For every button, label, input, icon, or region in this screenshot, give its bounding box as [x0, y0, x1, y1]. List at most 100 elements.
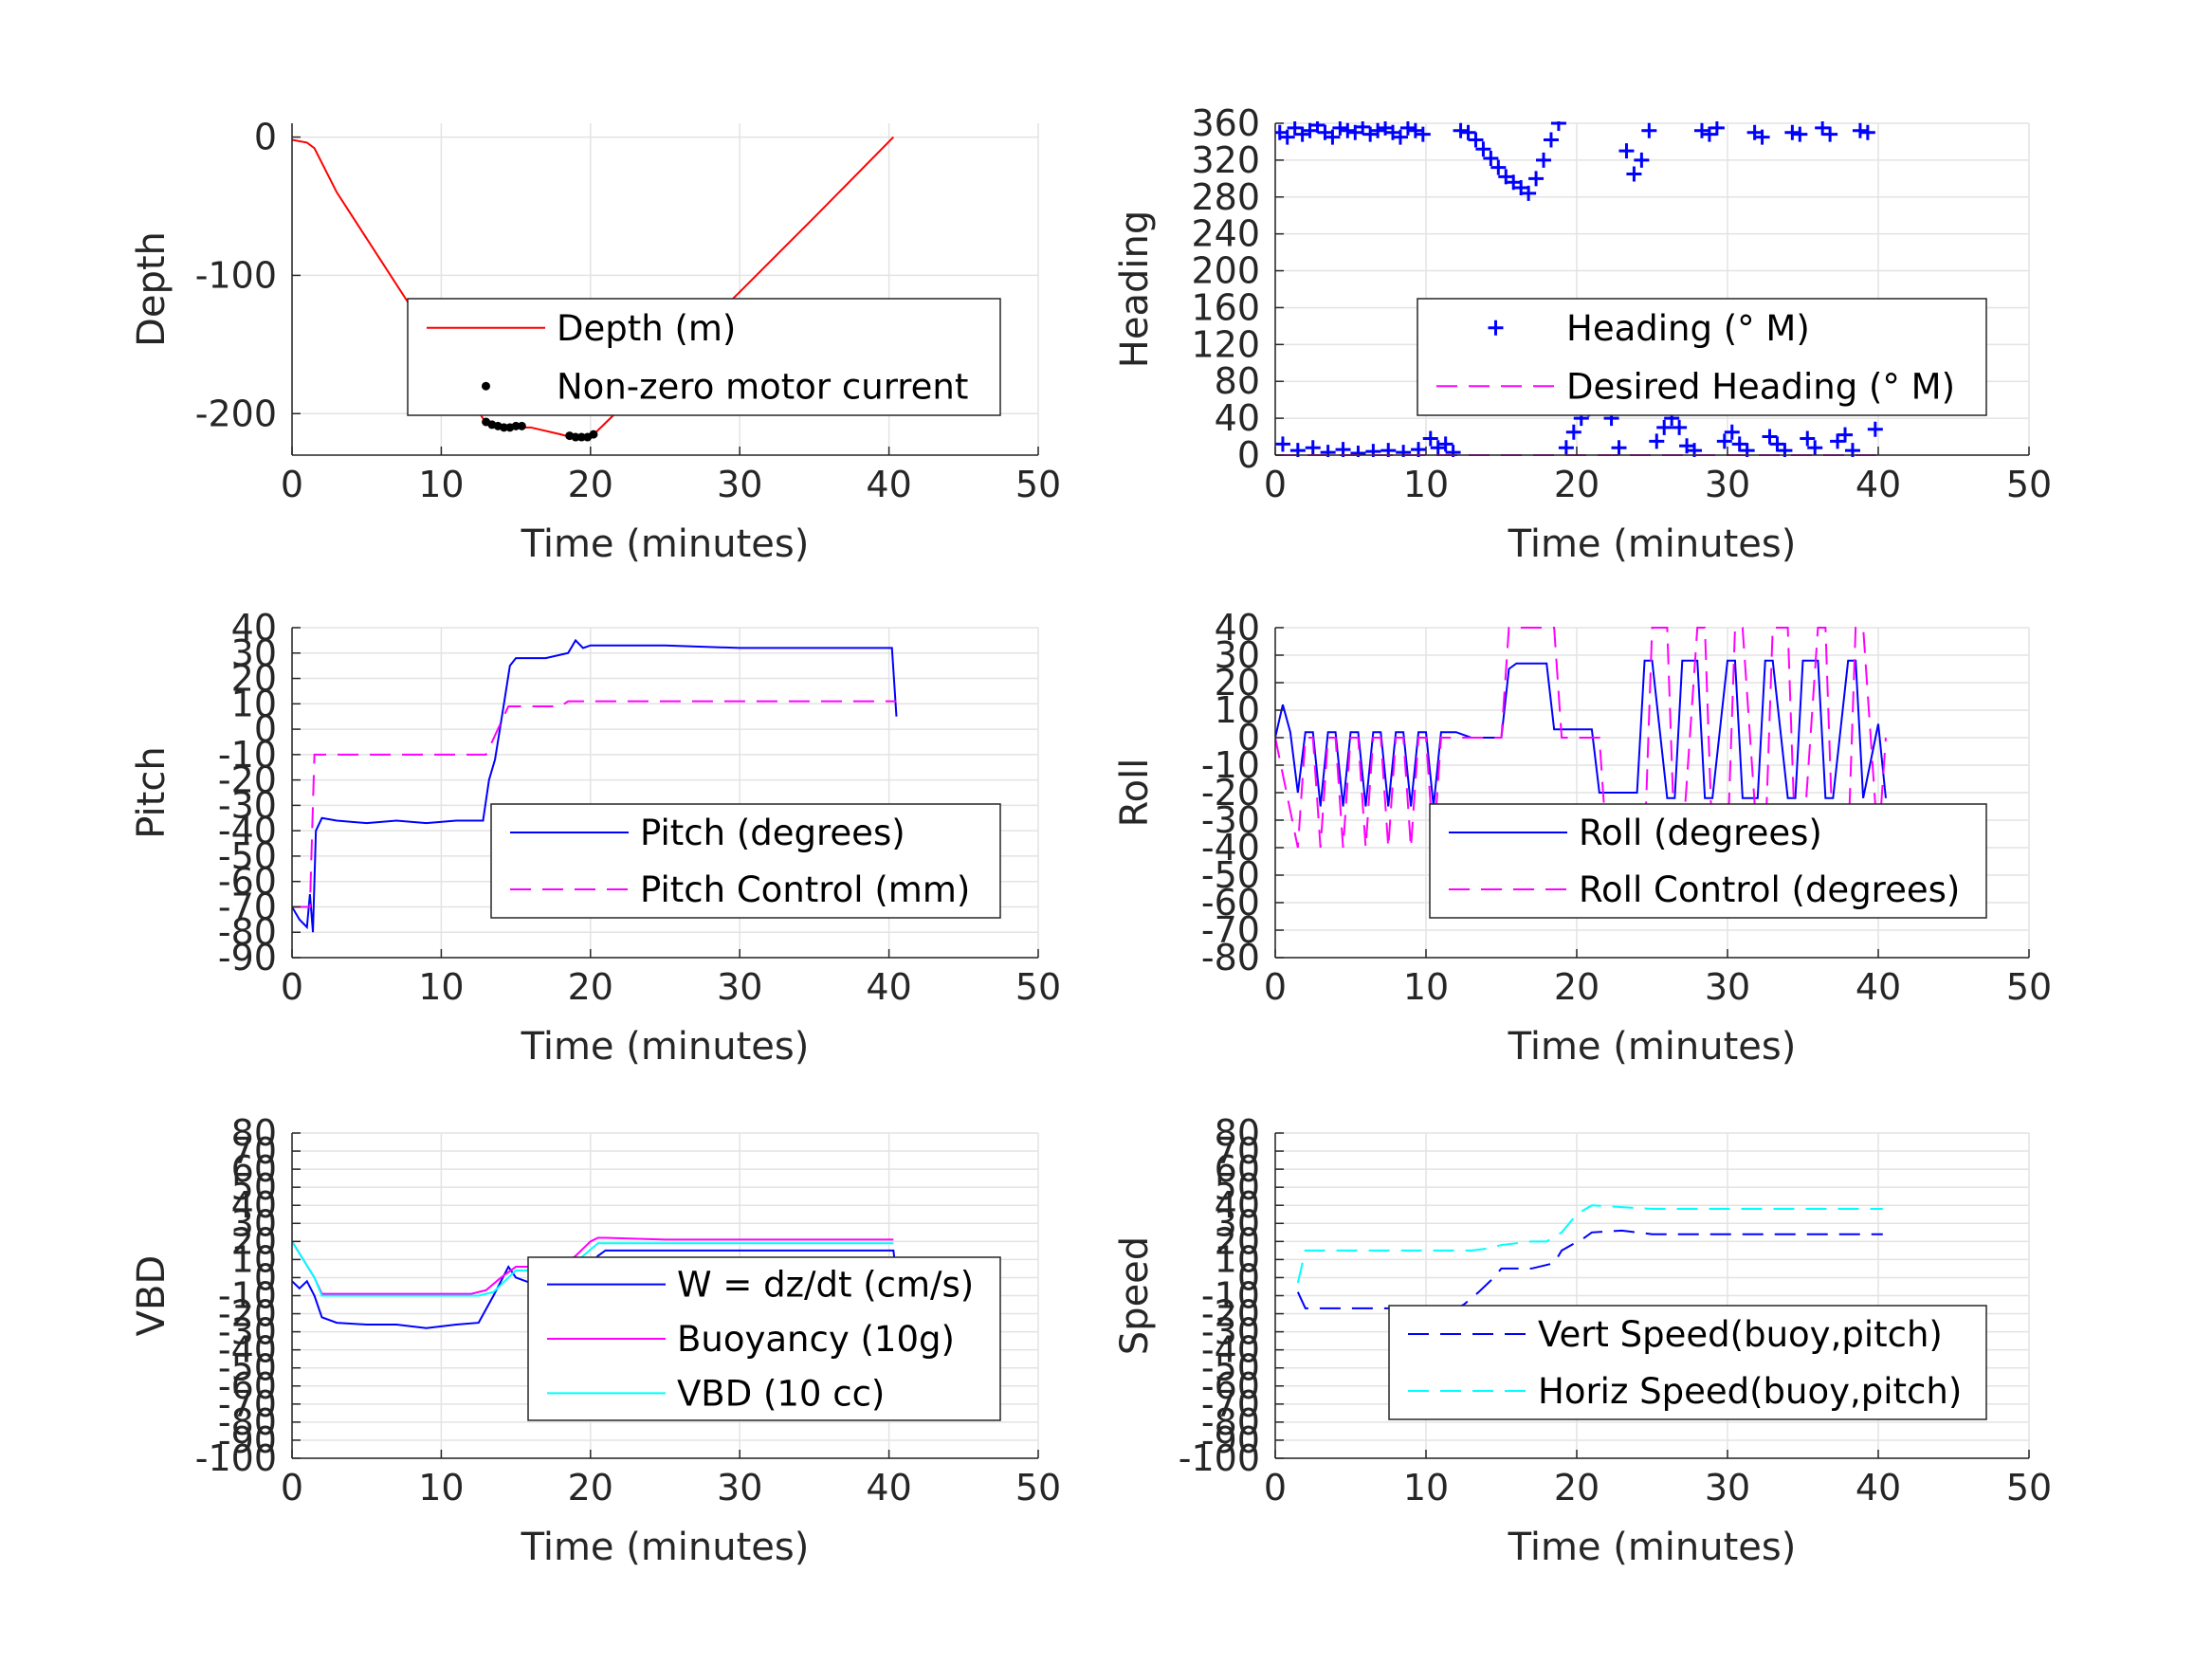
series-1-point [1320, 445, 1336, 457]
x-tick-label: 40 [866, 464, 911, 505]
series-1-point [1309, 121, 1325, 133]
x-tick-label: 20 [568, 966, 613, 1008]
y-tick-label: -50 [1201, 1347, 1260, 1389]
chart-panel-5: 0 10 20 30 40 50-100-90-80-70-60-50-40-30-20-… [130, 1112, 1061, 1569]
series-1-point [1340, 122, 1356, 138]
y-tick-label: 60 [231, 1148, 277, 1190]
y-tick-label: -20 [218, 759, 277, 801]
series-1-point [1852, 122, 1868, 138]
series-1-point [1550, 121, 1566, 131]
y-tick-label: -30 [1201, 1311, 1260, 1353]
series-1-point [1392, 129, 1408, 145]
y-tick-label: 200 [1191, 250, 1260, 292]
series-1-point [1355, 121, 1371, 135]
series-1-point [1792, 126, 1808, 142]
series-1-point [1859, 124, 1875, 140]
y-tick-label: -40 [218, 1329, 277, 1371]
x-axis-label: Time (minutes) [521, 1526, 810, 1569]
series-1-point [1407, 122, 1423, 138]
series-1-point [1437, 436, 1453, 452]
y-tick-label: 0 [254, 1256, 277, 1298]
y-tick-label: 50 [1215, 1166, 1260, 1208]
y-tick-label: -40 [1201, 1329, 1260, 1371]
y-tick-label: 40 [231, 1184, 277, 1226]
y-tick-label: -30 [218, 1311, 277, 1353]
series-1-point [1279, 129, 1295, 145]
x-axis-label: Time (minutes) [521, 1025, 810, 1069]
legend-box [1388, 1305, 1987, 1420]
y-tick-label: -10 [218, 1275, 277, 1317]
legend-entry: Buoyancy (10g) [677, 1319, 955, 1360]
y-tick-label: -90 [218, 937, 277, 978]
series-1-point [1483, 150, 1499, 166]
x-tick-label: 10 [418, 464, 464, 505]
series-1-point [1365, 444, 1381, 457]
legend-entry: Desired Heading (° M) [1566, 366, 1955, 407]
y-tick-label: -10 [1201, 744, 1260, 786]
y-tick-label: -70 [218, 1383, 277, 1425]
x-tick-label: 30 [1705, 1467, 1750, 1509]
legend-entry: Roll (degrees) [1579, 813, 1822, 853]
y-tick-label: 280 [1191, 176, 1260, 218]
y-tick-label: 240 [1191, 213, 1260, 255]
x-tick-label: 0 [281, 966, 303, 1008]
x-tick-label: 20 [1554, 1467, 1600, 1509]
y-tick-label: 20 [1215, 1220, 1260, 1262]
x-tick-label: 20 [568, 1467, 613, 1509]
x-tick-label: 0 [281, 1467, 303, 1509]
y-tick-label: 160 [1191, 286, 1260, 328]
y-axis-label: Heading [1113, 210, 1157, 368]
x-tick-label: 40 [1856, 1467, 1901, 1509]
x-tick-label: 30 [717, 464, 762, 505]
series-1-point [1422, 430, 1438, 447]
y-tick-label: 70 [1215, 1130, 1260, 1172]
series-2-point [511, 421, 521, 430]
y-tick-label: -60 [1201, 882, 1260, 923]
series-1-point [1716, 433, 1732, 449]
series-1-point [1641, 122, 1657, 138]
x-tick-label: 10 [418, 966, 464, 1008]
y-tick-label: 0 [1237, 434, 1260, 476]
y-tick-label: 30 [1215, 634, 1260, 676]
legend-entry: Horiz Speed(buoy,pitch) [1538, 1371, 1962, 1412]
y-tick-label: 20 [1215, 662, 1260, 704]
x-axis-label: Time (minutes) [521, 522, 810, 566]
series-1-point [1370, 122, 1386, 138]
y-tick-label: -50 [218, 835, 277, 877]
series-1-point [1362, 126, 1379, 142]
y-tick-label: -20 [218, 1293, 277, 1335]
y-axis-label: Pitch [130, 746, 174, 838]
legend-box [490, 803, 1001, 919]
x-tick-label: 50 [2006, 1467, 2052, 1509]
legend-entry: W = dz/dt (cm/s) [677, 1265, 974, 1306]
series-2-point [517, 421, 526, 430]
series-1-point [1521, 185, 1537, 201]
series-1-point [1724, 424, 1740, 440]
series-1-line [1296, 1229, 1883, 1309]
y-tick-label: 20 [231, 1220, 277, 1262]
y-tick-label: 60 [1215, 1148, 1260, 1190]
series-1-point [1558, 440, 1574, 456]
series-2-line [1296, 1204, 1883, 1284]
y-tick-label: -60 [1201, 1365, 1260, 1407]
y-tick-label: 30 [1215, 1202, 1260, 1244]
legend-entry: Pitch (degrees) [640, 813, 905, 853]
x-tick-label: 30 [1705, 966, 1750, 1008]
x-tick-label: 10 [418, 1467, 464, 1509]
series-1-point [1475, 141, 1491, 157]
series-1-point [1415, 126, 1431, 142]
y-tick-label: 0 [254, 117, 277, 158]
series-1-point [1325, 129, 1341, 145]
y-tick-label: 10 [1215, 1238, 1260, 1280]
x-tick-label: 40 [1856, 966, 1901, 1008]
x-tick-label: 10 [1403, 464, 1449, 505]
y-tick-label: 0 [1237, 1256, 1260, 1298]
legend: W = dz/dt (cm/s) Buoyancy (10g) VBD (10 cc… [527, 1256, 1001, 1421]
y-tick-label: 320 [1191, 139, 1260, 181]
series-1-point [1332, 121, 1348, 136]
y-tick-label: -100 [195, 254, 277, 296]
series-1-point [1709, 121, 1725, 136]
series-1-point [1445, 445, 1461, 457]
legend: Pitch (degrees) Pitch Control (mm) [490, 803, 1001, 919]
